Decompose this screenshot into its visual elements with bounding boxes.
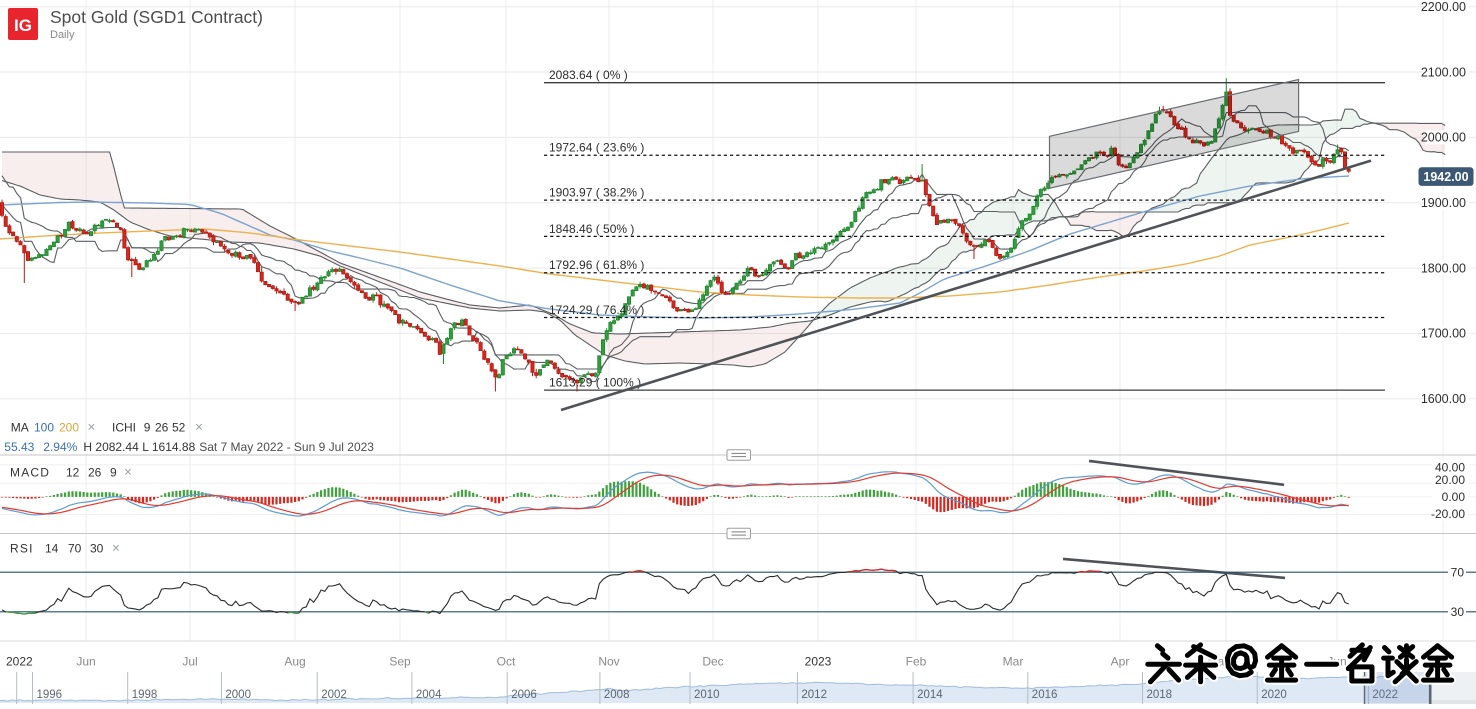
svg-text:2000: 2000 xyxy=(225,689,251,701)
svg-text:14: 14 xyxy=(45,542,59,556)
svg-text:70: 70 xyxy=(1451,565,1465,579)
svg-text:Sat 7 May 2022 - Sun 9 Jul 202: Sat 7 May 2022 - Sun 9 Jul 2023 xyxy=(199,440,374,454)
svg-text:1792.96 ( 61.8% ): 1792.96 ( 61.8% ) xyxy=(549,258,644,272)
svg-text:1998: 1998 xyxy=(132,689,158,701)
svg-text:30: 30 xyxy=(90,542,104,556)
svg-text:30: 30 xyxy=(1451,605,1465,619)
svg-text:0.00: 0.00 xyxy=(1442,490,1466,504)
svg-text:1800.00: 1800.00 xyxy=(1421,261,1466,275)
svg-text:Mar: Mar xyxy=(1003,655,1024,669)
svg-text:200: 200 xyxy=(59,421,79,435)
svg-text:20.00: 20.00 xyxy=(1435,473,1465,487)
svg-text:2023: 2023 xyxy=(805,655,832,669)
svg-text:Oct: Oct xyxy=(497,655,516,669)
svg-text:70: 70 xyxy=(68,542,82,556)
svg-text:1600.00: 1600.00 xyxy=(1421,392,1466,406)
svg-text:1972.64 ( 23.6% ): 1972.64 ( 23.6% ) xyxy=(549,141,644,155)
svg-text:H 2082.44: H 2082.44 xyxy=(83,440,139,454)
svg-text:2018: 2018 xyxy=(1147,689,1173,701)
svg-text:2014: 2014 xyxy=(917,689,943,701)
svg-text:Aug: Aug xyxy=(284,655,305,669)
svg-text:2016: 2016 xyxy=(1032,689,1058,701)
svg-text:9: 9 xyxy=(144,421,151,435)
svg-text:2004: 2004 xyxy=(416,689,442,701)
svg-text:1900.00: 1900.00 xyxy=(1421,196,1466,210)
svg-text:L 1614.88: L 1614.88 xyxy=(142,440,195,454)
svg-text:55.43: 55.43 xyxy=(4,440,34,454)
svg-text:2012: 2012 xyxy=(801,689,827,701)
svg-text:1724.29 ( 76.4% ): 1724.29 ( 76.4% ) xyxy=(549,303,644,317)
svg-text:×: × xyxy=(88,420,96,435)
svg-text:2020: 2020 xyxy=(1261,689,1287,701)
svg-text:RSI: RSI xyxy=(10,542,34,556)
svg-text:1942.00: 1942.00 xyxy=(1423,170,1468,184)
svg-text:2010: 2010 xyxy=(694,689,720,701)
svg-text:2002: 2002 xyxy=(321,689,347,701)
svg-text:Spot Gold (SGD1 Contract): Spot Gold (SGD1 Contract) xyxy=(50,7,263,27)
svg-text:Apr: Apr xyxy=(1111,655,1130,669)
svg-text:-20.00: -20.00 xyxy=(1431,507,1465,521)
svg-text:×: × xyxy=(112,541,120,556)
svg-text:MA: MA xyxy=(11,421,29,435)
svg-text:Dec: Dec xyxy=(702,655,723,669)
svg-text:100: 100 xyxy=(34,421,54,435)
svg-text:2006: 2006 xyxy=(511,689,537,701)
svg-text:×: × xyxy=(195,420,203,435)
svg-text:1613.29 ( 100% ): 1613.29 ( 100% ) xyxy=(549,376,641,390)
svg-text:ICHI: ICHI xyxy=(112,421,136,435)
svg-text:MACD: MACD xyxy=(10,466,50,480)
svg-text:Jul: Jul xyxy=(182,655,197,669)
svg-text:2200.00: 2200.00 xyxy=(1421,0,1466,14)
svg-text:1848.46 ( 50% ): 1848.46 ( 50% ) xyxy=(549,222,634,236)
svg-text:2008: 2008 xyxy=(604,689,630,701)
svg-text:26: 26 xyxy=(88,466,102,480)
svg-text:1700.00: 1700.00 xyxy=(1421,327,1466,341)
svg-text:2.94%: 2.94% xyxy=(43,440,77,454)
svg-text:12: 12 xyxy=(66,466,80,480)
svg-text:2000.00: 2000.00 xyxy=(1421,131,1466,145)
svg-text:2022: 2022 xyxy=(6,655,33,669)
svg-text:26: 26 xyxy=(155,421,169,435)
svg-text:1903.97 ( 38.2% ): 1903.97 ( 38.2% ) xyxy=(549,186,644,200)
svg-text:2100.00: 2100.00 xyxy=(1421,65,1466,79)
svg-text:52: 52 xyxy=(172,421,186,435)
svg-text:Nov: Nov xyxy=(598,655,619,669)
svg-text:×: × xyxy=(124,465,132,480)
svg-text:Sep: Sep xyxy=(389,655,411,669)
svg-text:2083.64 ( 0% ): 2083.64 ( 0% ) xyxy=(549,68,628,82)
svg-text:9: 9 xyxy=(110,466,117,480)
svg-text:IG: IG xyxy=(14,16,32,35)
svg-text:Jun: Jun xyxy=(76,655,95,669)
svg-text:Feb: Feb xyxy=(906,655,927,669)
svg-text:1996: 1996 xyxy=(37,689,63,701)
svg-text:Daily: Daily xyxy=(50,29,75,41)
